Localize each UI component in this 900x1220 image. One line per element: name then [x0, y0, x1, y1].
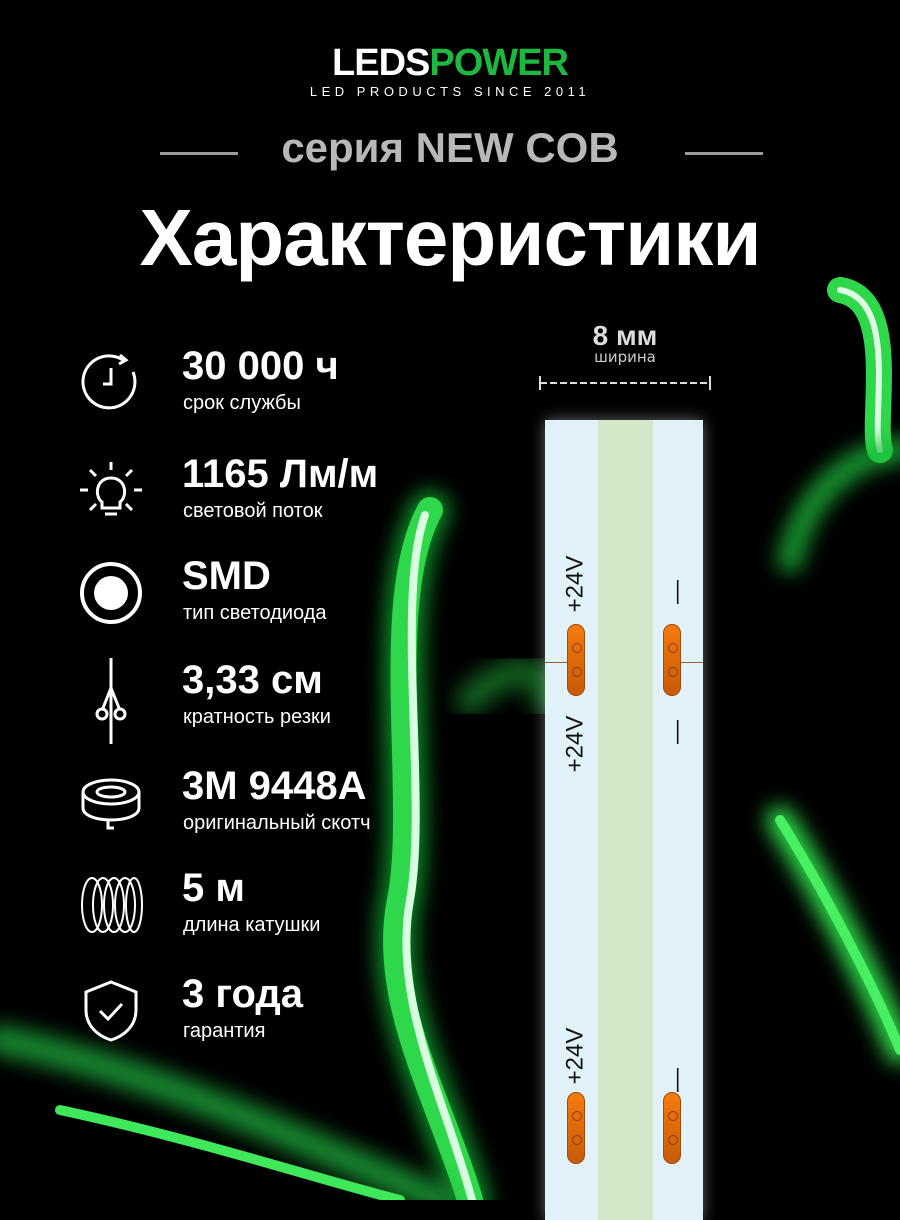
plus-label: +24V [561, 555, 589, 613]
plus-label: +24V [561, 1027, 589, 1085]
feature-warranty: 3 года гарантия [78, 972, 498, 1058]
minus-label: — [663, 720, 690, 744]
shield-check-icon [84, 980, 138, 1042]
series-title: серия NEW COB [281, 124, 619, 171]
tape-roll-icon [81, 778, 141, 830]
feature-label: световой поток [183, 500, 323, 522]
solder-pad [663, 1092, 681, 1164]
brand-tagline: LED PRODUCTS SINCE 2011 [309, 84, 591, 99]
light-bulb-icon [80, 462, 142, 516]
width-label: ширина [594, 348, 656, 366]
scissors-cut-icon [95, 658, 127, 744]
coil-icon [81, 877, 143, 933]
feature-value: SMD [182, 554, 271, 598]
feature-luminous-flux: 1165 Лм/м световой поток [78, 452, 498, 538]
solder-pad [567, 624, 585, 696]
page-title: Характеристики [139, 193, 761, 282]
feature-label: оригинальный скотч [183, 812, 371, 834]
wire [677, 662, 703, 663]
strip-width-dimension: 8 мм ширина [530, 320, 720, 396]
width-value: 8 мм [592, 320, 658, 351]
minus-label: — [663, 580, 690, 604]
feature-reel-length: 5 м длина катушки [78, 866, 498, 952]
feature-label: кратность резки [183, 706, 331, 728]
feature-value: 5 м [182, 866, 245, 910]
feature-label: гарантия [183, 1020, 266, 1042]
led-dot-icon [80, 562, 142, 624]
wire [545, 662, 570, 663]
feature-label: срок службы [183, 392, 301, 414]
feature-label: длина катушки [183, 914, 321, 936]
divider-left [160, 152, 238, 155]
strip-edge-left [545, 420, 598, 1220]
solder-pad [567, 1092, 585, 1164]
logo-text-white: LEDS [332, 42, 430, 84]
feature-value: 3M 9448A [182, 764, 367, 808]
feature-led-type: SMD тип светодиода [78, 554, 498, 640]
feature-value: 30 000 ч [182, 344, 339, 388]
solder-pad [663, 624, 681, 696]
strip-led-band [598, 420, 653, 1220]
led-strip-diagram: +24V — +24V — +24V — [545, 420, 703, 1220]
minus-label: — [663, 1068, 690, 1092]
brand-logo: LEDSPOWER [0, 42, 900, 85]
dimension-line [539, 376, 711, 390]
feature-cut-step: 3,33 см кратность резки [78, 658, 498, 744]
feature-value: 3 года [182, 972, 304, 1016]
strip-edge-right [653, 420, 703, 1220]
clock-icon [81, 353, 137, 410]
feature-value: 3,33 см [182, 658, 323, 702]
feature-label: тип светодиода [183, 602, 327, 624]
logo-text-green: POWER [429, 42, 569, 84]
plus-label: +24V [561, 715, 589, 773]
feature-lifetime: 30 000 ч срок службы [78, 344, 498, 430]
divider-right [685, 152, 763, 155]
feature-adhesive: 3M 9448A оригинальный скотч [78, 764, 498, 850]
feature-value: 1165 Лм/м [182, 452, 379, 496]
